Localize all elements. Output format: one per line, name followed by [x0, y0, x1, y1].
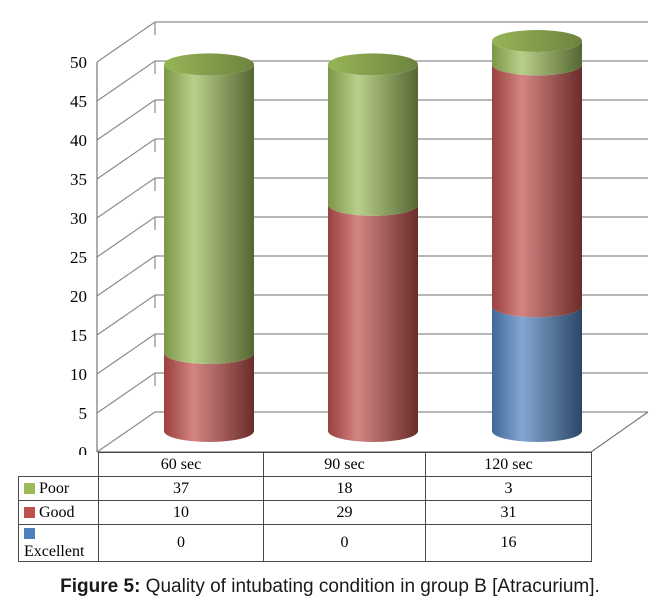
cylinder-segment-good: [328, 204, 418, 442]
y-axis-tick-label: 25: [70, 248, 87, 267]
gridline-depth-slant: [96, 255, 156, 297]
category-header-cell: 120 sec: [425, 452, 592, 477]
legend-cell-excellent: Excellent: [18, 524, 99, 562]
y-axis-tick-label: 0: [79, 443, 88, 455]
value-cell: 31: [425, 500, 592, 525]
legend-swatch-excellent-icon: [24, 528, 35, 539]
category-header-row: 60 sec 90 sec 120 sec: [19, 452, 592, 477]
value-cell: 18: [263, 476, 426, 501]
gridline-depth-slant: [96, 60, 156, 102]
table-row-good: Good 10 29 31: [18, 500, 592, 525]
table-corner-cell: [19, 453, 99, 477]
value-cell: 0: [98, 524, 264, 562]
cylinder-segment-excellent: [492, 306, 582, 442]
gridline-depth-slant: [96, 138, 156, 180]
cylinder-segment-good: [164, 353, 254, 442]
gridline-depth-slant: [96, 372, 156, 414]
value-cell: 29: [263, 500, 426, 525]
legend-label: Good: [39, 503, 75, 521]
cylinder-cap: [328, 53, 418, 76]
y-axis-tick-label: 10: [70, 365, 87, 384]
gridline-depth-slant: [96, 294, 156, 336]
cylinder-segment-poor: [328, 64, 418, 216]
y-axis-tick-label: 30: [70, 209, 87, 228]
legend-cell-poor: Poor: [18, 476, 99, 501]
value-cell: 37: [98, 476, 264, 501]
y-axis-tick-label: 15: [70, 326, 87, 345]
category-header-cell: 90 sec: [263, 452, 426, 477]
y-axis-tick-label: 5: [79, 404, 88, 423]
gridline-depth-slant: [96, 21, 156, 63]
cylinder-cap: [164, 53, 254, 76]
y-axis-tick-label: 35: [70, 170, 87, 189]
legend-swatch-poor-icon: [24, 482, 35, 494]
table-row-poor: Poor 37 18 3: [18, 476, 592, 501]
gridline-depth-slant: [96, 216, 156, 258]
y-axis-tick-label: 50: [70, 53, 87, 72]
y-axis-tick-label: 20: [70, 287, 87, 306]
gridline-depth-slant: [96, 333, 156, 375]
chart-data-table: 60 sec 90 sec 120 sec Poor 37 18 3 Good …: [18, 452, 592, 562]
value-cell: 16: [425, 524, 592, 562]
chart-3d-plot: 0 5 10 15 20 25 30 35 40 45 50: [70, 21, 649, 455]
value-cell: 3: [425, 476, 592, 501]
cylinder-segment-poor: [164, 64, 254, 365]
legend-label: Excellent: [24, 543, 85, 560]
y-axis-tick-label: 40: [70, 131, 87, 150]
cylinder-segment-good: [492, 64, 582, 318]
table-row-excellent: Excellent 0 0 16: [18, 524, 592, 562]
category-header-cell: 60 sec: [98, 452, 264, 477]
cylinder-segment-poor: [492, 41, 582, 76]
legend-swatch-good-icon: [24, 506, 35, 518]
y-axis-tick-label: 45: [70, 92, 87, 111]
legend-label: Poor: [39, 479, 70, 497]
legend-cell-good: Good: [18, 500, 99, 525]
caption-text: Quality of intubating condition in group…: [140, 576, 600, 597]
gridline-depth-slant: [96, 411, 156, 453]
value-cell: 0: [263, 524, 426, 562]
caption-prefix: Figure 5:: [60, 576, 141, 597]
cylinder-cap: [492, 30, 582, 52]
floor-right-edge: [590, 411, 649, 453]
gridline-depth-slant: [96, 99, 156, 141]
figure-caption: Figure 5: Quality of intubating conditio…: [0, 576, 660, 598]
gridline-depth-slant: [96, 177, 156, 219]
value-cell: 10: [98, 500, 264, 525]
